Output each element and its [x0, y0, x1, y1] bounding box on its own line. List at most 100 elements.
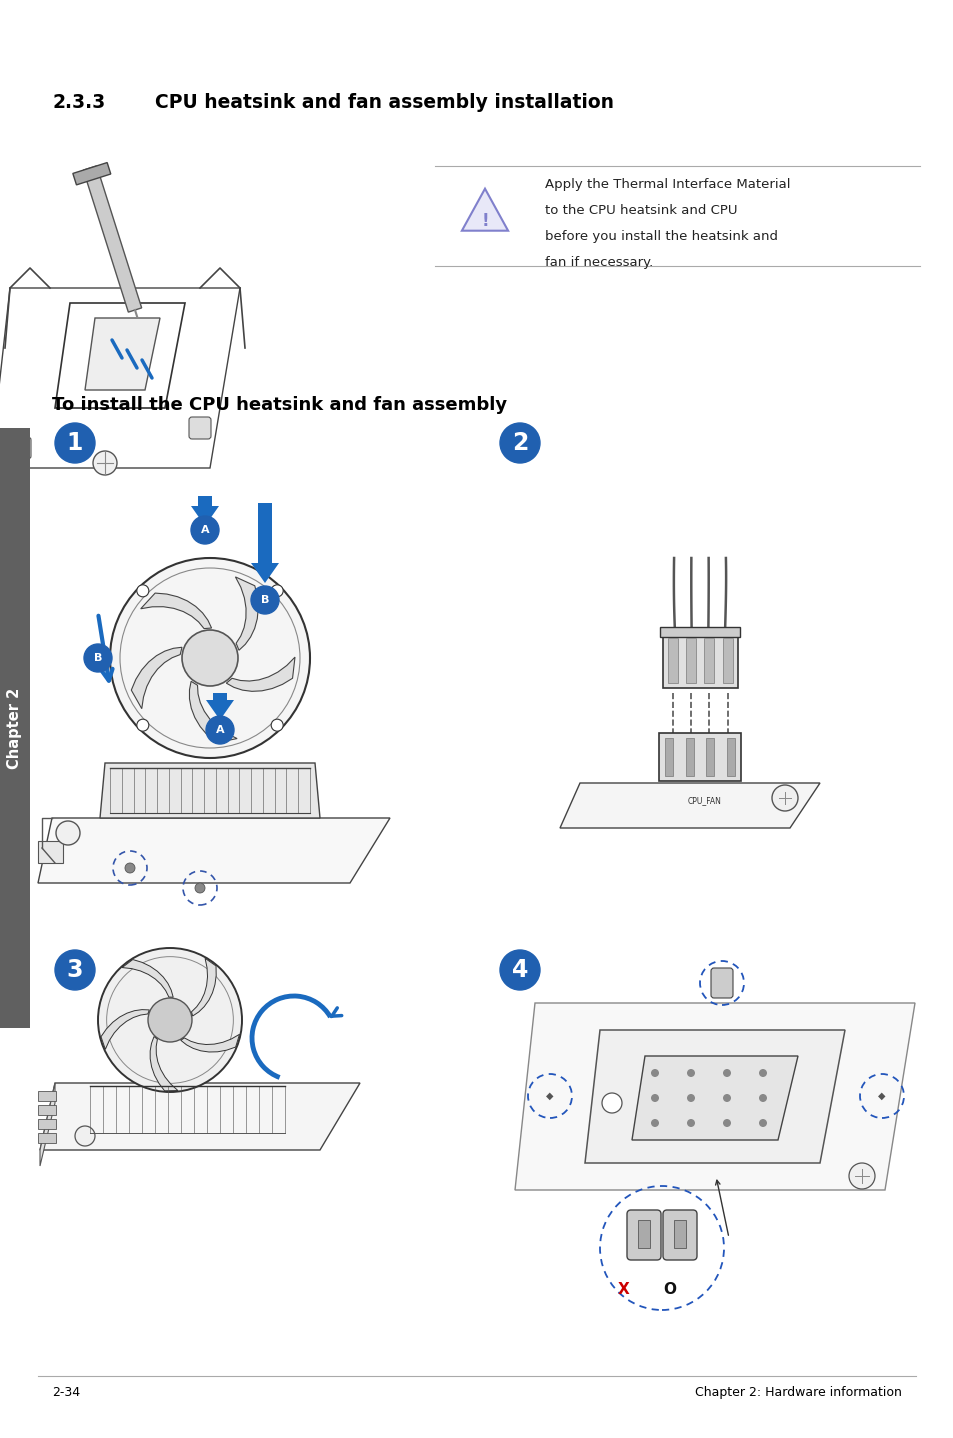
Circle shape [110, 558, 310, 758]
Polygon shape [190, 682, 237, 743]
Bar [703, 638, 714, 683]
Polygon shape [132, 647, 182, 709]
FancyBboxPatch shape [710, 968, 732, 998]
Circle shape [136, 719, 149, 731]
Circle shape [499, 951, 539, 989]
Circle shape [148, 998, 192, 1043]
Circle shape [650, 1068, 659, 1077]
FancyBboxPatch shape [189, 417, 211, 439]
Polygon shape [40, 1083, 55, 1166]
Bar [661, 633, 737, 687]
Circle shape [771, 785, 797, 811]
Bar [38, 1133, 56, 1143]
Circle shape [251, 587, 278, 614]
Bar [38, 1119, 56, 1129]
Polygon shape [192, 958, 216, 1017]
Circle shape [191, 516, 219, 544]
Bar [721, 638, 732, 683]
Polygon shape [251, 503, 278, 582]
Polygon shape [83, 165, 142, 312]
Circle shape [56, 821, 80, 846]
FancyBboxPatch shape [673, 1219, 685, 1248]
Text: Chapter 2: Hardware information: Chapter 2: Hardware information [695, 1386, 901, 1399]
Polygon shape [191, 496, 219, 526]
Circle shape [55, 423, 95, 463]
Text: ◆: ◆ [878, 1091, 884, 1102]
Polygon shape [40, 1083, 359, 1150]
Text: 1: 1 [67, 431, 83, 454]
Bar [685, 638, 695, 683]
Text: !: ! [480, 211, 488, 230]
Circle shape [722, 1068, 730, 1077]
Circle shape [650, 1094, 659, 1102]
Circle shape [271, 585, 283, 597]
Polygon shape [559, 784, 820, 828]
Bar [0, 429, 30, 1028]
Circle shape [722, 1119, 730, 1127]
FancyBboxPatch shape [662, 1209, 697, 1260]
Circle shape [125, 863, 135, 873]
Text: 2.3.3: 2.3.3 [52, 93, 105, 112]
Polygon shape [140, 592, 212, 628]
Bar [685, 738, 693, 777]
Circle shape [686, 1068, 695, 1077]
Circle shape [759, 1068, 766, 1077]
Circle shape [84, 644, 112, 672]
Polygon shape [38, 818, 390, 883]
Text: X: X [618, 1283, 629, 1297]
Circle shape [650, 1119, 659, 1127]
Circle shape [136, 585, 149, 597]
Text: fan if necessary.: fan if necessary. [544, 256, 653, 269]
Text: 2: 2 [511, 431, 528, 454]
Polygon shape [150, 1037, 177, 1091]
Bar [667, 638, 677, 683]
Text: Chapter 2: Chapter 2 [8, 687, 23, 769]
Circle shape [75, 1126, 95, 1146]
Polygon shape [461, 188, 508, 230]
FancyBboxPatch shape [146, 1054, 193, 1084]
Circle shape [499, 423, 539, 463]
Circle shape [271, 719, 283, 731]
Bar [38, 1091, 56, 1102]
Text: 2-34: 2-34 [52, 1386, 80, 1399]
Circle shape [194, 883, 205, 893]
Polygon shape [235, 577, 258, 650]
Text: Apply the Thermal Interface Material: Apply the Thermal Interface Material [544, 178, 790, 191]
Circle shape [92, 452, 117, 475]
Bar [664, 738, 672, 777]
Circle shape [182, 630, 237, 686]
Circle shape [848, 1163, 874, 1189]
Bar [38, 1104, 56, 1114]
Text: To install the CPU heatsink and fan assembly: To install the CPU heatsink and fan asse… [52, 395, 507, 414]
Polygon shape [101, 1009, 150, 1050]
Text: A: A [215, 725, 224, 735]
Text: B: B [93, 653, 102, 663]
Text: 4: 4 [511, 958, 528, 982]
Polygon shape [515, 1002, 914, 1191]
Circle shape [686, 1119, 695, 1127]
Bar [726, 738, 734, 777]
Polygon shape [85, 318, 160, 390]
Bar [38, 841, 63, 863]
Bar [705, 738, 714, 777]
Circle shape [722, 1094, 730, 1102]
Text: CPU_FAN: CPU_FAN [687, 797, 721, 805]
Text: B: B [260, 595, 269, 605]
Text: ◆: ◆ [546, 1091, 553, 1102]
Circle shape [206, 716, 233, 743]
FancyBboxPatch shape [626, 1209, 660, 1260]
FancyBboxPatch shape [9, 437, 30, 459]
Polygon shape [122, 959, 173, 997]
Text: 3: 3 [67, 958, 83, 982]
Text: O: O [662, 1283, 676, 1297]
Circle shape [55, 951, 95, 989]
Circle shape [686, 1094, 695, 1102]
Polygon shape [181, 1034, 239, 1053]
Text: to the CPU heatsink and CPU: to the CPU heatsink and CPU [544, 204, 737, 217]
Circle shape [759, 1119, 766, 1127]
Text: A: A [200, 525, 209, 535]
Polygon shape [72, 162, 111, 186]
FancyBboxPatch shape [659, 627, 740, 637]
Circle shape [601, 1093, 621, 1113]
Polygon shape [631, 1055, 797, 1140]
